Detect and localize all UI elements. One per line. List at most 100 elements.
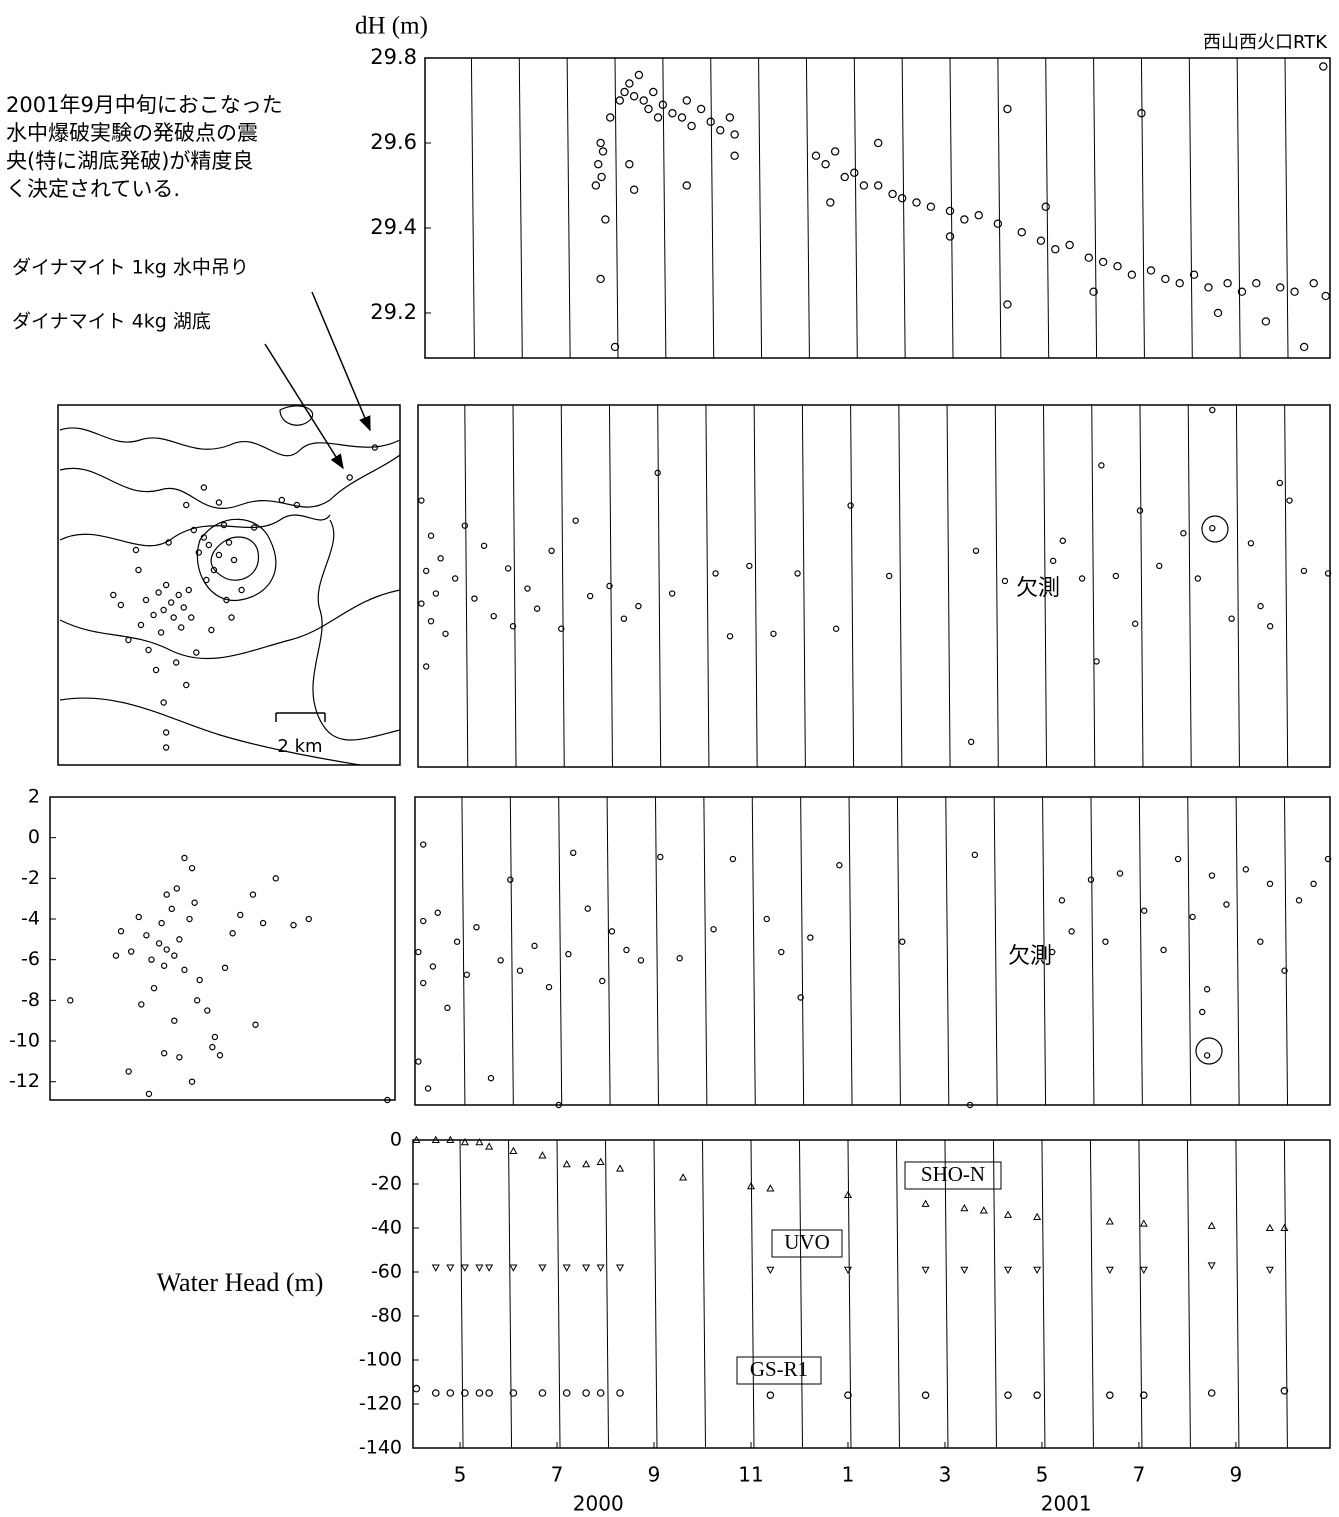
data-point bbox=[644, 104, 653, 114]
series-label: UVO bbox=[784, 1230, 830, 1254]
data-point bbox=[971, 851, 979, 859]
y-tick-label: -60 bbox=[371, 1261, 402, 1283]
data-point bbox=[766, 1391, 775, 1400]
data-point bbox=[485, 1389, 493, 1397]
month-line bbox=[710, 57, 715, 359]
y-tick-label: 0 bbox=[28, 826, 40, 848]
data-point bbox=[945, 206, 955, 216]
data-point bbox=[1033, 1212, 1042, 1221]
data-point bbox=[1261, 317, 1271, 326]
data-point bbox=[555, 1101, 562, 1109]
data-point bbox=[746, 1181, 756, 1190]
data-point bbox=[570, 849, 577, 857]
month-line bbox=[946, 404, 951, 768]
data-point bbox=[178, 624, 185, 631]
data-point bbox=[1139, 1219, 1148, 1227]
data-point bbox=[475, 1264, 484, 1272]
data-point bbox=[596, 1389, 605, 1397]
data-point bbox=[1213, 308, 1223, 318]
data-point bbox=[1041, 202, 1050, 211]
y-tick-label: -4 bbox=[21, 908, 40, 930]
data-point bbox=[616, 1264, 625, 1272]
data-point bbox=[766, 1266, 775, 1275]
month-line bbox=[848, 796, 853, 1106]
month-line bbox=[703, 796, 708, 1106]
highlight-ring bbox=[1201, 515, 1229, 543]
data-point bbox=[1033, 1391, 1041, 1400]
arrow bbox=[264, 343, 344, 470]
data-point bbox=[1049, 557, 1057, 565]
data-point bbox=[155, 589, 162, 596]
data-point bbox=[183, 501, 190, 509]
month-line bbox=[1093, 57, 1098, 359]
series-label-box bbox=[904, 1161, 1002, 1190]
data-point bbox=[1321, 291, 1330, 301]
series-label-box bbox=[736, 1356, 822, 1385]
data-point bbox=[615, 96, 624, 105]
month-line bbox=[558, 796, 563, 1106]
data-point bbox=[993, 219, 1003, 228]
y-tick-label: -140 bbox=[359, 1437, 402, 1459]
data-point bbox=[1139, 1391, 1148, 1400]
data-point bbox=[125, 636, 132, 644]
missing-label: 欠測 bbox=[1008, 944, 1052, 969]
data-point bbox=[125, 1068, 132, 1075]
data-point bbox=[215, 551, 223, 559]
arrow bbox=[311, 291, 371, 432]
data-point bbox=[726, 633, 734, 640]
data-point bbox=[649, 87, 658, 97]
month-line bbox=[944, 1139, 949, 1449]
data-point bbox=[138, 1001, 145, 1008]
data-point bbox=[531, 942, 538, 950]
data-point bbox=[143, 932, 150, 939]
data-point bbox=[1059, 537, 1067, 544]
data-point bbox=[606, 582, 613, 590]
data-point bbox=[1102, 938, 1109, 945]
data-point bbox=[921, 1391, 930, 1400]
month-line bbox=[805, 57, 810, 359]
data-point bbox=[1003, 300, 1012, 309]
data-point bbox=[921, 1199, 930, 1207]
data-point bbox=[427, 617, 435, 625]
data-point bbox=[1136, 507, 1144, 514]
highlight-ring bbox=[1195, 1037, 1223, 1065]
data-point bbox=[706, 117, 715, 126]
y-tick-label: 0 bbox=[390, 1129, 402, 1151]
data-point bbox=[729, 855, 737, 863]
data-point bbox=[730, 130, 739, 139]
data-point bbox=[473, 924, 480, 931]
month-line bbox=[1284, 404, 1289, 768]
data-point bbox=[228, 614, 235, 621]
month-line bbox=[994, 404, 999, 768]
month-line bbox=[654, 796, 659, 1106]
data-point bbox=[162, 581, 170, 589]
x-tick-label: 11 bbox=[738, 1463, 763, 1487]
data-point bbox=[278, 496, 286, 504]
data-point bbox=[625, 79, 634, 88]
data-point bbox=[562, 1264, 571, 1272]
data-point bbox=[584, 905, 591, 912]
data-point bbox=[175, 591, 182, 599]
data-point bbox=[1033, 1266, 1042, 1275]
data-point bbox=[205, 541, 213, 549]
data-point bbox=[432, 590, 440, 597]
data-point bbox=[843, 1190, 853, 1199]
data-point bbox=[150, 984, 158, 992]
month-line bbox=[945, 796, 950, 1106]
data-point bbox=[874, 138, 883, 148]
data-point bbox=[188, 1078, 196, 1085]
data-point bbox=[538, 1389, 547, 1397]
data-point bbox=[203, 576, 210, 584]
data-point bbox=[200, 534, 208, 541]
data-point bbox=[371, 444, 379, 451]
x-tick-label: 9 bbox=[648, 1463, 661, 1487]
note-line: 央(特に湖底発破)が精度良 bbox=[6, 149, 253, 173]
data-point bbox=[420, 979, 427, 987]
data-point bbox=[967, 738, 975, 746]
data-point bbox=[730, 151, 739, 160]
month-line bbox=[1284, 57, 1289, 359]
data-point bbox=[171, 1017, 178, 1024]
data-point bbox=[148, 956, 155, 963]
data-point bbox=[163, 891, 170, 898]
